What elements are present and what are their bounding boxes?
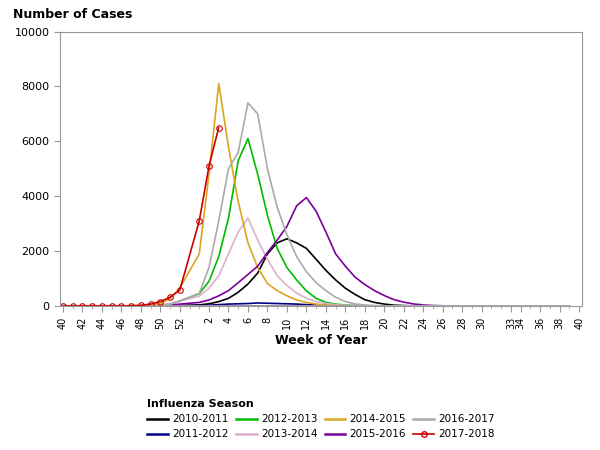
Legend: 2010-2011, 2011-2012, 2012-2013, 2013-2014, 2014-2015, 2015-2016, 2016-2017, 201: 2010-2011, 2011-2012, 2012-2013, 2013-20… xyxy=(147,399,495,440)
Text: Number of Cases: Number of Cases xyxy=(13,8,133,21)
X-axis label: Week of Year: Week of Year xyxy=(275,334,367,347)
